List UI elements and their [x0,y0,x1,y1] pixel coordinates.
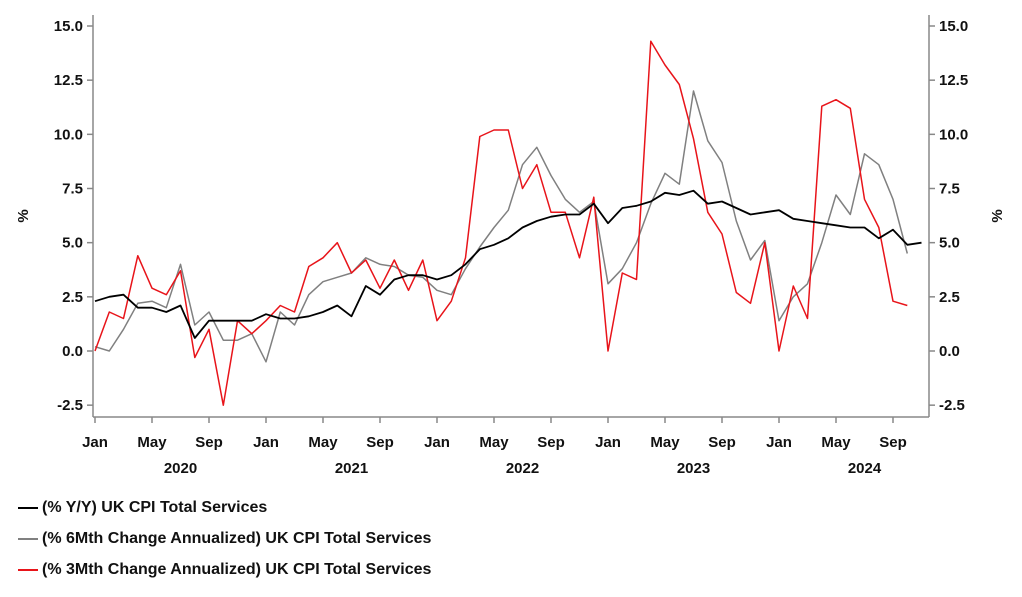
x-tick-label: Jan [82,434,108,451]
x-tick-label: May [650,434,680,451]
left-y-tick-label: 0.0 [62,343,83,360]
x-tick-label: Jan [766,434,792,451]
series-line-6mth [94,90,909,363]
right-y-tick-label: -2.5 [939,397,965,414]
legend-label-yoy: (% Y/Y) UK CPI Total Services [42,498,268,516]
legend-item-3mth: (% 3Mth Change Annualized) UK CPI Total … [18,554,431,585]
right-axis-title: % [989,209,1006,222]
x-tick-label: Jan [253,434,279,451]
left-y-tick-label: 7.5 [62,181,83,198]
right-y-tick-label: 12.5 [939,72,968,89]
x-tick-label: May [821,434,851,451]
x-year-label: 2022 [506,460,539,477]
legend-item-6mth: (% 6Mth Change Annualized) UK CPI Total … [18,523,431,554]
x-tick-label: May [137,434,167,451]
x-year-label: 2024 [848,460,882,477]
x-year-label: 2023 [677,460,710,477]
x-tick-label: Sep [879,434,907,451]
legend-swatch-6mth [18,537,38,540]
x-tick-label: May [308,434,338,451]
legend-swatch-3mth [18,568,38,571]
left-y-tick-label: 15.0 [54,18,83,35]
left-y-tick-label: 10.0 [54,126,83,143]
x-tick-label: Sep [708,434,736,451]
x-year-label: 2021 [335,460,368,477]
x-tick-label: Sep [537,434,565,451]
x-tick-label: May [479,434,509,451]
right-y-tick-label: 2.5 [939,289,960,306]
legend-label-6mth: (% 6Mth Change Annualized) UK CPI Total … [42,529,432,547]
left-y-tick-label: 2.5 [62,289,83,306]
line-chart: 15.0 15.0 12.5 12.5 10.0 10.0 7.5 7.5 5.0 5.0 2.5 2… [15,15,1006,477]
series-layer [94,40,922,406]
right-y-tick-label: 5.0 [939,235,960,252]
left-y-tick-label: 12.5 [54,72,83,89]
right-y-tick-label: 10.0 [939,126,968,143]
legend: (% Y/Y) UK CPI Total Services (% 6Mth Ch… [18,492,431,585]
left-y-tick-label: 5.0 [62,235,83,252]
x-year-label: 2020 [164,460,197,477]
legend-label-3mth: (% 3Mth Change Annualized) UK CPI Total … [42,560,432,578]
tick-layer: 15.0 15.0 12.5 12.5 10.0 10.0 7.5 7.5 5.0 5.0 2.5 2… [54,18,968,477]
legend-item-yoy: (% Y/Y) UK CPI Total Services [18,492,431,523]
right-y-tick-label: 0.0 [939,343,960,360]
series-line-yoy [94,189,922,339]
x-tick-label: Sep [195,434,223,451]
x-tick-label: Sep [366,434,394,451]
right-y-tick-label: 15.0 [939,18,968,35]
series-line-3mth [94,40,908,406]
x-tick-label: Jan [595,434,621,451]
right-y-tick-label: 7.5 [939,181,960,198]
left-y-tick-label: -2.5 [57,397,83,414]
x-tick-label: Jan [424,434,450,451]
legend-swatch-yoy [18,506,38,509]
left-axis-title: % [15,209,32,222]
